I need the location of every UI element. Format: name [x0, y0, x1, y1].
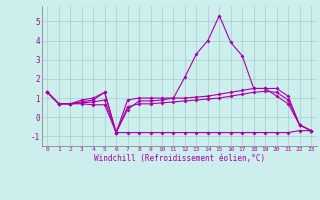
X-axis label: Windchill (Refroidissement éolien,°C): Windchill (Refroidissement éolien,°C): [94, 154, 265, 163]
